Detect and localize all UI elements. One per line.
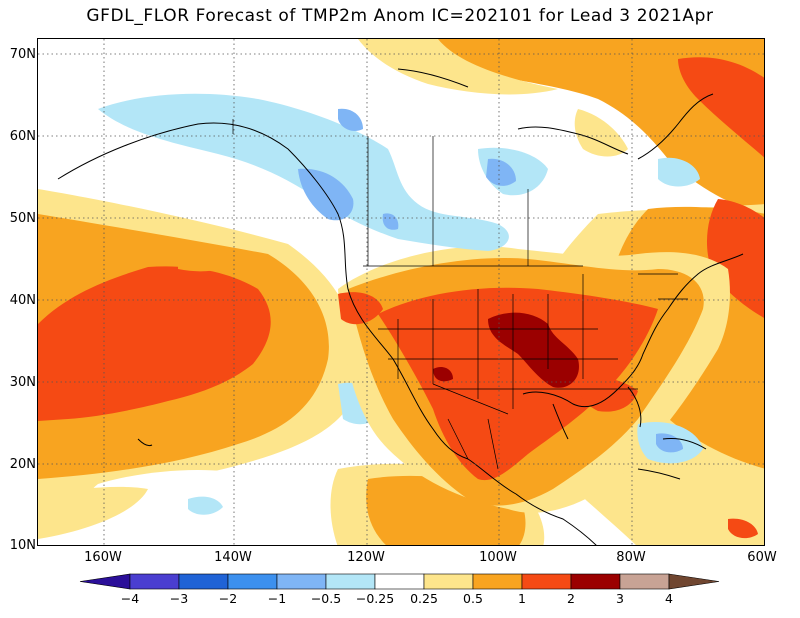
colorbar-tick-label: 0.25 [410,591,438,606]
colorbar-tick-label: 1 [518,591,526,606]
map-title: GFDL_FLOR Forecast of TMP2m Anom IC=2021… [86,6,714,26]
lon-label-80w: 80W [616,550,646,565]
colorbar-segment [178,573,229,590]
colorbar-tick-label: 0.5 [463,591,483,606]
lat-label-20n: 20N [9,457,36,472]
colorbar-tick-label: 2 [567,591,575,606]
colorbar-tick-label: 4 [665,591,673,606]
lon-label-160w: 160W [84,550,122,565]
colorbar-segment [423,573,474,590]
colorbar-tick-label: −3 [169,591,189,606]
colorbar-segment [521,573,572,590]
lat-label-60n: 60N [9,129,36,144]
colorbar-segment [276,573,327,590]
colorbar-tick-label: −0.25 [355,591,395,606]
colorbar-max-arrow [668,573,720,590]
political-borders [232,119,688,470]
lon-label-60w: 60W [747,550,777,565]
colorbar-segment [619,573,670,590]
graticule [38,39,764,545]
colorbar-min-arrow [79,573,131,590]
colorbar-tick-label: −4 [120,591,140,606]
colorbar-segment [325,573,376,590]
lat-label-50n: 50N [9,211,36,226]
lat-label-70n: 70N [9,47,36,62]
anomaly-field [38,39,764,545]
central-us-very-strong-warm [488,312,579,388]
lat-label-10n: 10N [9,538,36,553]
colorbar-segment [570,573,621,590]
lat-label-30n: 30N [9,375,36,390]
lat-label-40n: 40N [9,293,36,308]
coastlines [57,68,744,545]
colorbar-segment [129,573,180,590]
colorbar-segment [472,573,523,590]
lon-label-100w: 100W [479,550,517,565]
forecast-map [37,38,765,546]
colorbar-tick-label: −1 [267,591,287,606]
colorbar-tick-label: −2 [218,591,238,606]
lon-label-140w: 140W [214,550,252,565]
pacific-strong-warm-core [38,266,271,421]
colorbar-segment [374,573,425,590]
colorbar-tick-label: −0.5 [310,591,342,606]
lon-label-120w: 120W [347,550,385,565]
colorbar-tick-label: 3 [616,591,624,606]
colorbar-segment [227,573,278,590]
northwest-moderate-cool [298,168,354,221]
north-america-strong-warm [378,287,658,481]
